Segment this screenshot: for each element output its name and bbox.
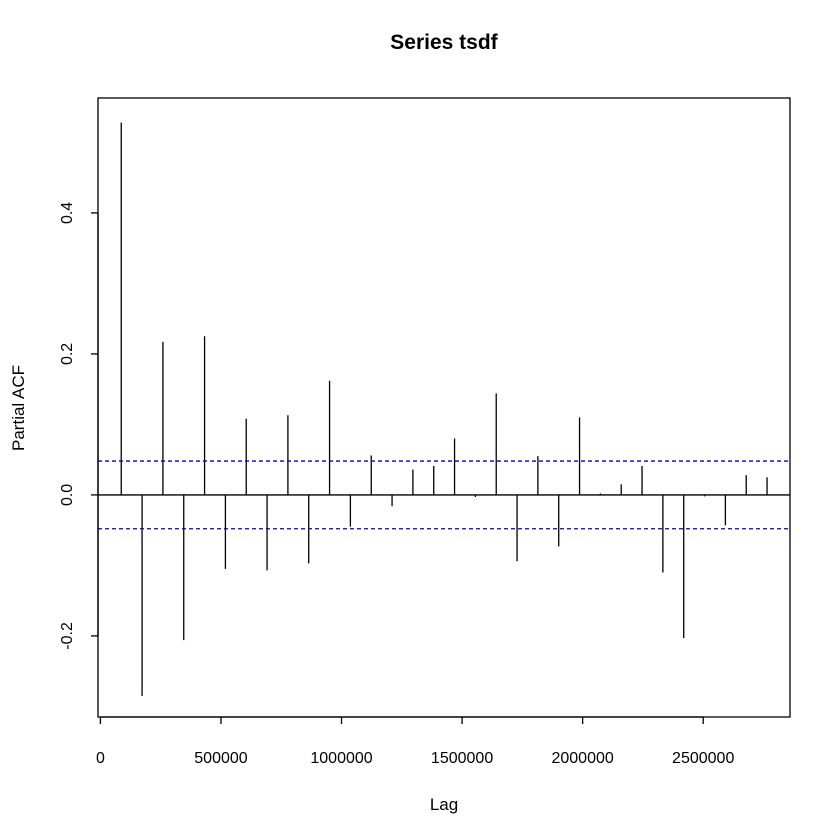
x-tick-label: 500000 xyxy=(194,750,247,767)
y-tick-label: -0.2 xyxy=(59,622,76,650)
x-tick-label: 1000000 xyxy=(310,750,372,767)
x-tick-label: 1500000 xyxy=(431,750,493,767)
pacf-bars xyxy=(120,122,768,696)
y-axis: -0.2 0.0 0.2 0.4 xyxy=(59,202,99,650)
x-tick-label: 2000000 xyxy=(551,750,613,767)
plot-frame xyxy=(97,97,791,718)
x-axis: 0 500000 1000000 1500000 2000000 2500000 xyxy=(96,716,734,767)
x-axis-label: Lag xyxy=(430,795,458,814)
y-axis-label: Partial ACF xyxy=(9,365,28,451)
plot-area xyxy=(97,97,791,718)
x-tick-label: 2500000 xyxy=(672,750,734,767)
reference-lines xyxy=(98,460,790,530)
y-tick-label: 0.0 xyxy=(59,484,76,506)
chart-title: Series tsdf xyxy=(390,31,498,54)
y-tick-label: 0.4 xyxy=(59,202,76,224)
x-tick-label: 0 xyxy=(96,750,105,767)
y-tick-label: 0.2 xyxy=(59,343,76,365)
